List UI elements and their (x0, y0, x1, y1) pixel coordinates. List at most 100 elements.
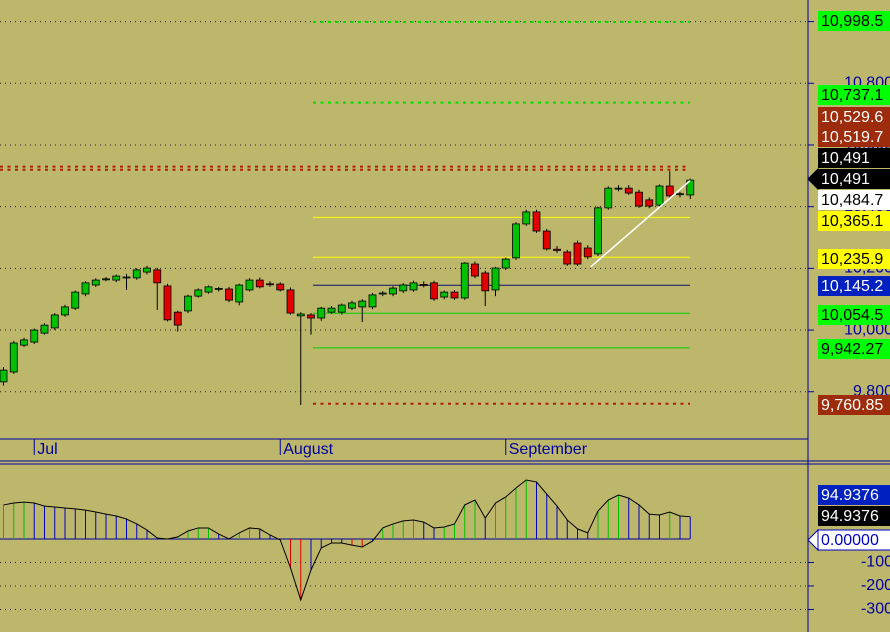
candle-body (501, 258, 510, 269)
candle-body (266, 283, 274, 286)
candle-body (296, 313, 305, 317)
level-label: 9,760.85 (821, 397, 883, 414)
level-label: 94.9376 (821, 487, 879, 504)
candle-body (573, 242, 582, 265)
y-tick-label: -100 (861, 554, 890, 571)
candle-body (481, 272, 490, 292)
candle-body (30, 329, 39, 343)
level-label: 9,942.27 (821, 341, 883, 358)
candle-body (153, 269, 162, 284)
candle-body (112, 275, 121, 281)
candle-body (71, 291, 80, 309)
candle-body (532, 211, 541, 232)
level-box (818, 107, 890, 127)
plot-area (0, 21, 808, 610)
candle-body (132, 269, 141, 279)
candle-body (143, 267, 151, 273)
level-box (818, 190, 890, 210)
candle-body (491, 267, 500, 291)
level-box (818, 85, 890, 105)
level-label: 10,054.5 (821, 307, 883, 324)
candle-body (276, 283, 285, 291)
candle-body (122, 276, 131, 279)
candle-body (542, 230, 551, 250)
level-box (818, 485, 890, 505)
candle-body (450, 291, 459, 299)
candle-body (460, 262, 469, 299)
candle-body (471, 263, 479, 277)
candle-body (409, 282, 418, 291)
candle-body (102, 278, 110, 281)
candle-body (655, 185, 664, 206)
candle-body (317, 307, 326, 319)
candle-body (327, 307, 336, 313)
level-label: 0.00000 (821, 532, 879, 549)
y-tick-label: -200 (861, 577, 890, 594)
level-box (818, 148, 890, 168)
candle-body (399, 284, 408, 292)
price-pointer (807, 167, 819, 191)
level-label: 10,998.5 (821, 13, 883, 30)
level-label: 10,491 (821, 171, 870, 188)
level-label: 10,491 (821, 150, 870, 167)
candle-body (676, 193, 684, 196)
level-label: 10,365.1 (821, 213, 883, 230)
x-tick-label: August (283, 441, 333, 458)
candle-body (583, 247, 592, 258)
price-axis: 9,80010,00010,20010,40010,60010,80011,00… (807, 11, 890, 618)
candle-body (563, 251, 572, 265)
candle-body (173, 311, 182, 326)
candle-body (645, 199, 654, 207)
candle-body (358, 300, 367, 308)
level-box (818, 211, 890, 231)
candle-body (20, 339, 28, 346)
candle-body (91, 279, 100, 286)
level-box (818, 169, 890, 189)
candle-body (389, 287, 397, 295)
level-label: 10,235.9 (821, 251, 883, 268)
level-box (818, 339, 890, 359)
level-box (818, 249, 890, 269)
level-box (818, 276, 890, 296)
level-label: 10,737.1 (821, 87, 883, 104)
x-tick-label: Jul (37, 441, 57, 458)
candle-body (204, 286, 213, 293)
candle-body (0, 369, 8, 383)
candle-body (430, 282, 438, 300)
candle-body (635, 191, 643, 207)
level-label: 94.9376 (821, 508, 879, 525)
candle-body (307, 314, 315, 319)
candle-body (594, 207, 602, 255)
candle-body (522, 211, 531, 225)
level-label: 10,484.7 (821, 192, 883, 209)
candle-body (440, 291, 449, 298)
x-tick-label: September (509, 441, 588, 458)
price-pointer (807, 528, 819, 552)
candle-body (337, 304, 346, 313)
candle-body (512, 223, 520, 259)
level-box (818, 506, 890, 526)
candle-body (61, 306, 69, 316)
candle-body (225, 288, 233, 301)
level-box (818, 127, 890, 147)
level-label: 10,145.2 (821, 278, 883, 295)
candle-body (686, 179, 695, 196)
candle-body (81, 282, 90, 295)
level-box (818, 305, 890, 325)
candle-body (378, 292, 387, 295)
candle-body (40, 324, 49, 334)
candle-body (194, 289, 203, 297)
candle-body (255, 279, 264, 288)
level-label: 10,519.7 (821, 129, 883, 146)
candle-body (214, 288, 223, 290)
y-tick-label: 10,000 (844, 321, 890, 338)
candle-body (245, 279, 254, 291)
candle-body (614, 187, 623, 190)
candle-body (9, 342, 18, 373)
candle-body (419, 283, 428, 286)
candle-body (50, 314, 59, 329)
level-box (817, 529, 890, 551)
trendline (590, 179, 691, 268)
candle-body (553, 248, 561, 251)
